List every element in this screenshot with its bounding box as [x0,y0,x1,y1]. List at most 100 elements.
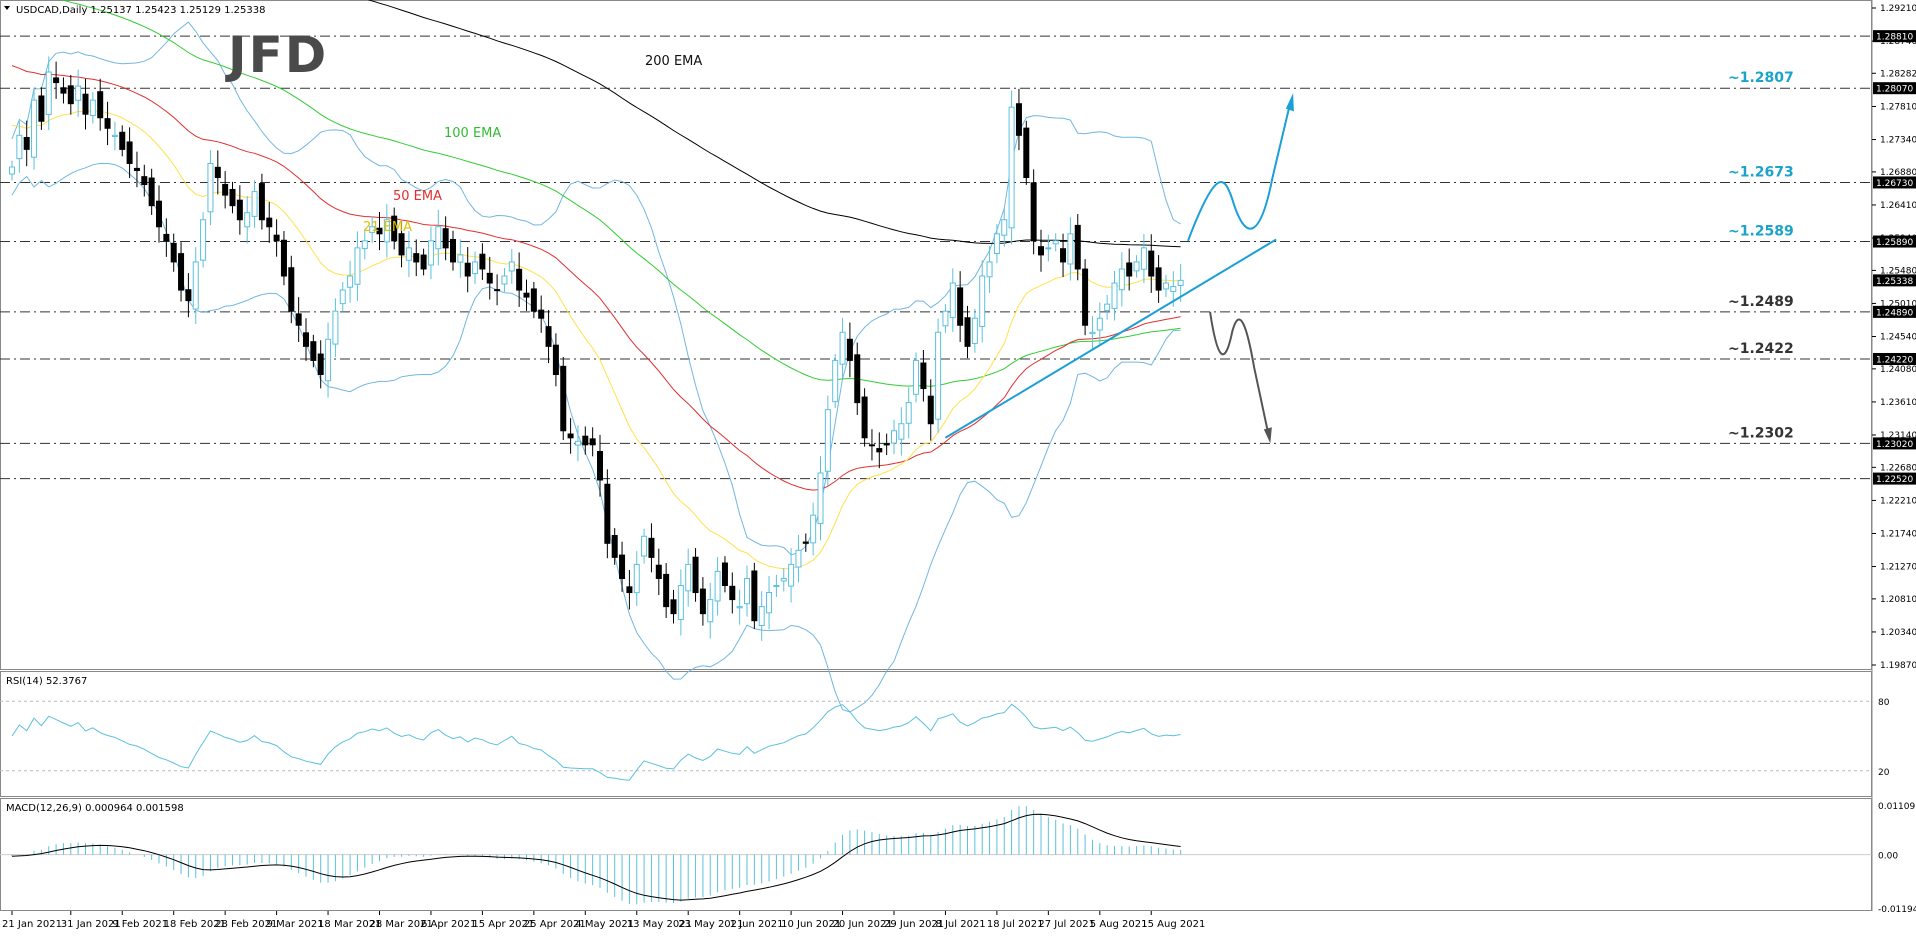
date-tick-label: 23 May 2021 [678,919,743,930]
candle-body [707,599,714,623]
candle-body [273,234,280,242]
candle [214,150,221,195]
candle-body [1162,282,1169,290]
candle [508,248,515,284]
candle-body [810,514,817,544]
candle-body [839,331,846,365]
candle-body [214,166,221,179]
candle [354,231,361,301]
candle [957,271,964,342]
candle [1067,217,1074,281]
candle-body [1111,282,1118,309]
ema-lines [11,0,1181,570]
rsi-panel[interactable] [0,671,1872,797]
price-badge-bg [1873,437,1916,450]
candle [1111,270,1118,321]
ema200-line [367,0,1181,248]
candle [97,78,104,131]
candle-body [780,577,787,582]
candle-body [1015,103,1022,136]
annotations [944,93,1294,444]
candle [1030,169,1037,255]
candle-body [604,483,611,544]
candle-body [1155,267,1162,291]
bullish-arrow-head [1285,93,1294,112]
candle [920,350,927,402]
collapse-icon[interactable] [4,6,10,10]
candle [133,151,140,188]
candle [67,74,74,115]
rsi-label: RSI(14) 52.3767 [6,676,87,687]
price-badge-bg [1873,274,1916,287]
price-badge: 1.24220 [1873,353,1916,366]
candle [303,318,309,361]
ema200-label: 200 EMA [645,54,702,69]
date-tick-label: 21 Jan 2021 [2,919,62,930]
candle [1089,316,1096,350]
candle-body [178,253,185,291]
candle [1074,214,1081,281]
candle [1133,255,1140,278]
candle [89,92,96,124]
candle [1082,259,1089,336]
candle [16,121,23,173]
candle [736,589,743,625]
candle [788,548,795,603]
candle-body [192,261,199,310]
date-tick-label: 18 Mar 2021 [318,919,381,930]
candle [170,233,177,272]
candle [655,548,662,596]
candle [494,274,501,306]
price-tick-label: 1.24540 [1880,333,1916,343]
candle [721,556,728,593]
candle [707,582,714,639]
candle-body [567,433,574,439]
candle-body [332,310,339,345]
bearish-scenario-path [1209,311,1270,437]
candle [185,273,192,318]
macd-tick-label: -0.011942 [1878,905,1916,915]
candle-body [1074,224,1081,270]
candle [597,434,603,497]
jfd-logo: JFD [225,26,328,84]
candle [1045,234,1052,262]
candle [141,164,148,197]
rsi-tick-label: 80 [1878,698,1890,708]
date-tick-label: 27 Jul 2021 [1038,919,1095,930]
candle [758,591,765,641]
date-tick-label: 6 Apr 2021 [421,919,476,930]
candle-body [993,233,1000,255]
price-tick-label: 1.25480 [1880,266,1916,276]
candle [156,185,162,243]
bullish-scenario-path [1187,99,1292,242]
candle-body [883,443,890,446]
candle [582,426,589,455]
price-badge: 1.24890 [1873,305,1916,318]
candle [442,216,449,261]
price-badge: 1.22520 [1873,472,1916,485]
candle [898,407,905,456]
price-badge-label: 1.25890 [1876,238,1913,248]
candle [1060,233,1067,277]
candle [479,243,486,280]
candle [207,150,214,226]
candle-body [854,354,861,404]
candle [729,572,736,614]
candle [626,569,633,610]
candle-body [339,289,346,305]
candle-body [23,136,30,150]
candle-body [1133,261,1140,272]
candle [1162,274,1169,298]
candle-body [413,253,420,263]
ema50-label: 50 EMA [393,189,442,204]
candle [913,352,920,403]
candle-body [611,535,618,558]
candle [60,77,67,104]
candle-body [626,586,633,594]
candle [802,533,809,552]
date-tick-label: 20 Jun 2021 [833,919,893,930]
candle-body [1030,182,1037,242]
candle [538,295,545,333]
candle [398,221,405,268]
